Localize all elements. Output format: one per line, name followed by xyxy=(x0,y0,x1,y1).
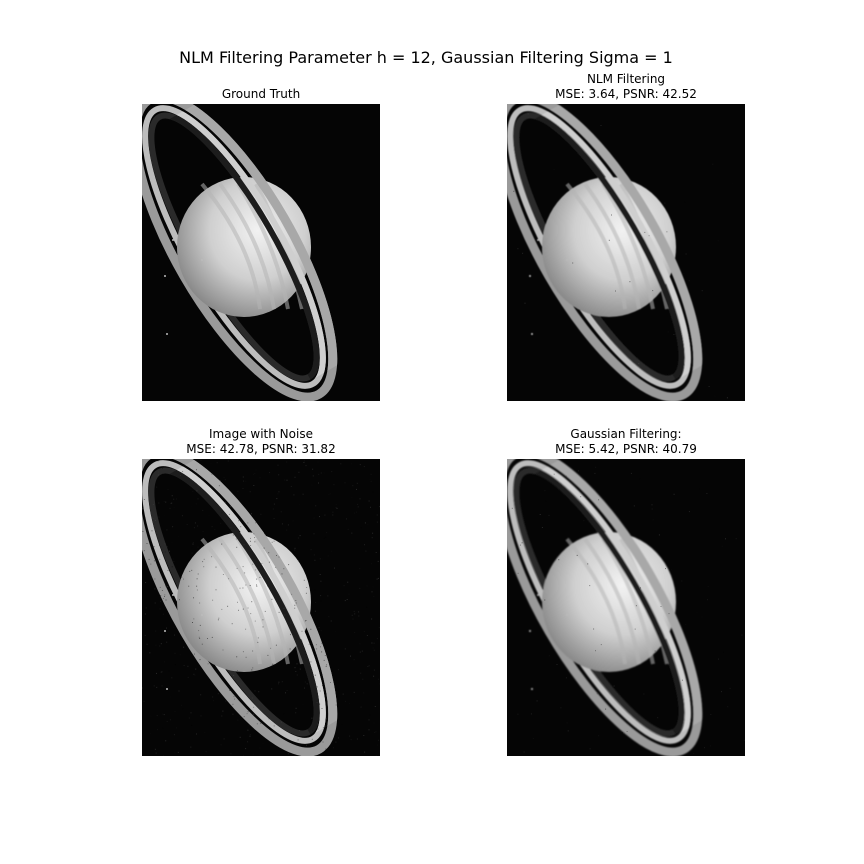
panel-title-line2: MSE: 42.78, PSNR: 31.82 xyxy=(186,442,336,456)
saturn-image xyxy=(142,459,380,756)
saturn-image xyxy=(507,104,745,401)
panel-title: Gaussian Filtering: MSE: 5.42, PSNR: 40.… xyxy=(476,427,776,457)
panel-title-line1: Ground Truth xyxy=(221,87,301,101)
panel-title: Ground Truth xyxy=(111,87,411,102)
saturn-svg xyxy=(507,104,745,401)
panel-title: Image with Noise MSE: 42.78, PSNR: 31.82 xyxy=(111,427,411,457)
panel-title-line2: MSE: 5.42, PSNR: 40.79 xyxy=(555,442,697,456)
panel-title-line1: Image with Noise xyxy=(209,427,313,441)
panel-title-line1: Gaussian Filtering: xyxy=(570,427,682,441)
saturn-image xyxy=(507,459,745,756)
saturn-svg xyxy=(507,459,745,756)
figure-title: NLM Filtering Parameter h = 12, Gaussian… xyxy=(179,48,673,67)
panel-title-line2: MSE: 3.64, PSNR: 42.52 xyxy=(555,87,697,101)
saturn-svg xyxy=(142,104,380,401)
panel-title: NLM Filtering MSE: 3.64, PSNR: 42.52 xyxy=(476,72,776,102)
panel-title-line1: NLM Filtering xyxy=(586,72,666,86)
saturn-image xyxy=(142,104,380,401)
saturn-svg xyxy=(142,459,380,756)
